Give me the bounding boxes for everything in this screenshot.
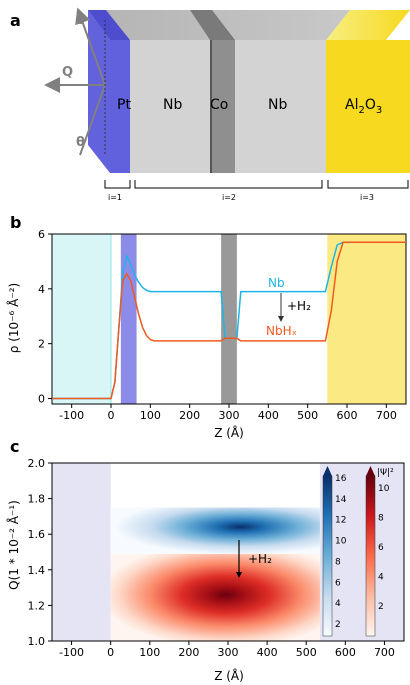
colorbar-blue-tick-label: 6 bbox=[335, 578, 341, 588]
pt-top-face bbox=[88, 10, 130, 40]
colorbar-blue-tick-label: 16 bbox=[335, 474, 347, 484]
panel-b: b -100 0 100 200 300 400 500 600 700 0 2 4 6 ρ (10⁻⁶… bbox=[6, 213, 407, 440]
colorbar-red-title: |Ψ|² bbox=[377, 468, 394, 478]
x-tick-label-b: 300 bbox=[219, 409, 240, 422]
y-tick-label-c: 2.0 bbox=[28, 457, 46, 470]
panel-a-label: a bbox=[10, 11, 21, 30]
colorbar-blue-tick-label: 10 bbox=[335, 537, 347, 547]
h2-arrowhead-b bbox=[278, 316, 284, 322]
y-tick-label-b: 0 bbox=[38, 393, 45, 406]
region-label-1: i=1 bbox=[108, 193, 122, 202]
region-bracket-2 bbox=[134, 180, 323, 189]
y-tick-label-c: 1.0 bbox=[28, 635, 46, 648]
co-top-face bbox=[190, 10, 235, 40]
layer-label-co: Co bbox=[210, 97, 228, 113]
q-label: Q bbox=[62, 65, 73, 80]
co-region bbox=[221, 234, 237, 404]
region-label-3: i=3 bbox=[360, 193, 374, 202]
colorbar-blue-tick-label: 14 bbox=[335, 495, 347, 505]
annotation-h2-c: +H₂ bbox=[248, 552, 272, 566]
colorbar-blue-tick-label: 2 bbox=[335, 620, 341, 630]
x-tick-label-b: 700 bbox=[376, 409, 397, 422]
x-tick-label-c: 200 bbox=[178, 646, 199, 659]
panel-b-xlabel: Z (Å) bbox=[214, 425, 244, 440]
layer-label-pt: Pt bbox=[117, 97, 131, 113]
panel-b-plot: -100 0 100 200 300 400 500 600 700 0 2 4 6 bbox=[38, 228, 407, 422]
x-tick-label-c: -100 bbox=[59, 646, 84, 659]
region-label-2: i=2 bbox=[222, 193, 236, 202]
colorbar-blue bbox=[322, 475, 333, 637]
panel-c-xlabel: Z (Å) bbox=[214, 668, 244, 683]
h2-arrowhead-c bbox=[236, 572, 242, 578]
colorbar-red-tick-label: 4 bbox=[378, 573, 384, 583]
nb-top-face bbox=[106, 10, 350, 40]
panel-c-plot: -100 0 100 200 300 400 500 600 700 1.0 1.2 1.4 1.6 1.… bbox=[28, 457, 405, 659]
panel-c-label: c bbox=[10, 437, 19, 456]
x-tick-label-c: 600 bbox=[335, 646, 356, 659]
region-bracket-1 bbox=[104, 180, 131, 189]
annotation-h2: +H₂ bbox=[287, 299, 311, 313]
annotation-nb: Nb bbox=[268, 276, 285, 290]
colorbar-blue-tick-label: 12 bbox=[335, 516, 346, 526]
layer-label-nb-2: Nb bbox=[268, 97, 287, 113]
co-layer bbox=[210, 40, 235, 173]
panel-c-ylabel: Q(1 * 10⁻² Å⁻¹) bbox=[6, 500, 21, 590]
layer-label-al2o3: Al2O3 bbox=[345, 97, 382, 116]
colorbar-red-tick-label: 6 bbox=[378, 543, 384, 553]
y-tick-label-b: 4 bbox=[38, 283, 45, 296]
x-tick-label-b: 400 bbox=[258, 409, 279, 422]
y-tick-label-b: 6 bbox=[38, 228, 45, 241]
region-bracket-3 bbox=[327, 180, 409, 189]
x-tick-label-c: 500 bbox=[296, 646, 317, 659]
colorbar-blue-extend bbox=[323, 466, 332, 476]
x-tick-label-b: 0 bbox=[108, 409, 115, 422]
colorbar-red-tick-label: 8 bbox=[378, 514, 384, 524]
al2o3-front-face bbox=[326, 40, 410, 173]
colorbar-red-tick-label: 10 bbox=[378, 484, 390, 494]
y-tick-label-c: 1.2 bbox=[28, 599, 46, 612]
x-tick-label-c: 0 bbox=[107, 646, 114, 659]
blue-density-band bbox=[110, 507, 320, 554]
x-tick-label-c: 700 bbox=[374, 646, 395, 659]
x-tick-label-b: 600 bbox=[337, 409, 358, 422]
co-edge bbox=[210, 40, 212, 173]
y-tick-label-c: 1.6 bbox=[28, 528, 46, 541]
colorbar-red-extend bbox=[366, 466, 375, 476]
substrate-region bbox=[52, 234, 111, 404]
x-tick-label-c: 100 bbox=[139, 646, 160, 659]
series-line-nbhx bbox=[52, 241, 406, 400]
x-tick-label-b: -100 bbox=[59, 409, 84, 422]
theta-bottom-label: θ bbox=[76, 135, 85, 150]
panel-b-label: b bbox=[10, 213, 21, 232]
panel-c: c -100 0 100 200 300 400 500 600 700 1.0 1.2 1.4 1.6… bbox=[6, 437, 405, 683]
incident-beam-arrow bbox=[75, 7, 106, 86]
colorbar-red-tick-label: 2 bbox=[378, 602, 384, 612]
al2o3-region bbox=[327, 234, 406, 404]
y-tick-label-c: 1.8 bbox=[28, 493, 46, 506]
reflected-beam-line bbox=[79, 84, 106, 156]
pt-front-face bbox=[110, 40, 130, 173]
y-tick-label-b: 2 bbox=[38, 338, 45, 351]
y-tick-label-c: 1.4 bbox=[28, 564, 46, 577]
colorbar-blue-tick-label: 8 bbox=[335, 557, 341, 567]
colorbar-red bbox=[365, 475, 376, 637]
panel-a: a Pt Nb Co Nb Al2O3 θ Q θ i=1 i=2 bbox=[10, 7, 410, 202]
theta-top-label: θ bbox=[76, 13, 85, 28]
x-tick-label-c: 400 bbox=[257, 646, 278, 659]
colorbar-blue-tick-label: 4 bbox=[335, 599, 341, 609]
annotation-nbhx: NbHₓ bbox=[266, 324, 297, 338]
red-density-band bbox=[110, 553, 320, 641]
al2o3-top-face bbox=[326, 10, 410, 40]
x-tick-label-c: 300 bbox=[218, 646, 239, 659]
x-tick-label-b: 500 bbox=[297, 409, 318, 422]
x-tick-label-b: 100 bbox=[140, 409, 161, 422]
panel-b-ylabel: ρ (10⁻⁶ Å⁻²) bbox=[6, 283, 21, 353]
x-tick-label-b: 200 bbox=[179, 409, 200, 422]
layer-label-nb-1: Nb bbox=[163, 97, 182, 113]
